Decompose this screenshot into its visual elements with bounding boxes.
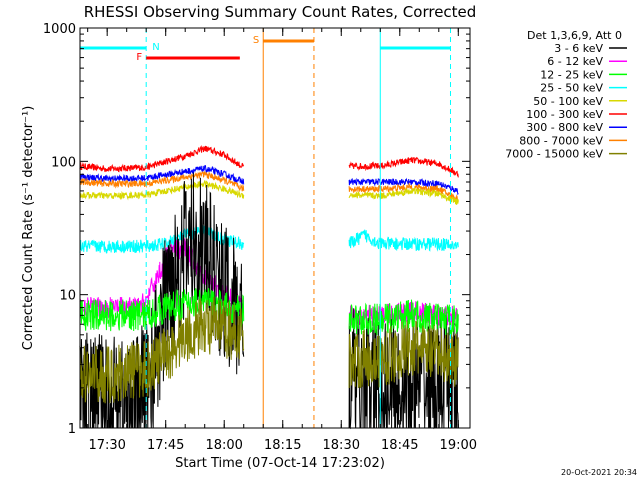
- plot-frame: [79, 27, 471, 429]
- x-tick-label: 17:45: [147, 438, 184, 453]
- series-line-7-0: [79, 288, 245, 332]
- legend-label: 25 - 50 keV: [540, 82, 603, 95]
- flag-label-3: S: [253, 35, 259, 46]
- series-line-1-0: [79, 165, 245, 185]
- legend-label: 300 - 800 keV: [526, 121, 603, 134]
- series-line-8-1: [348, 320, 459, 389]
- chart-title: RHESSI Observing Summary Count Rates, Co…: [84, 3, 477, 21]
- series-line-8-0: [79, 296, 245, 404]
- legend-label: 100 - 300 keV: [526, 108, 603, 121]
- flag-label-0: N: [152, 42, 159, 53]
- y-axis-label: Corrected Count Rate (s⁻¹ detector⁻¹): [21, 106, 36, 351]
- series-line-0-1: [348, 156, 459, 178]
- series-line-2-1: [348, 182, 459, 202]
- legend-label: 12 - 25 keV: [540, 68, 603, 81]
- flag-label-2: F: [136, 52, 142, 63]
- series-line-3-0: [79, 180, 245, 201]
- y-tick-label: 1000: [43, 22, 76, 37]
- x-tick-label: 19:00: [440, 438, 477, 453]
- legend-label: 3 - 6 keV: [554, 42, 603, 55]
- series-line-4-1: [348, 229, 459, 252]
- x-tick-label: 18:15: [264, 438, 301, 453]
- series-line-3-1: [348, 186, 459, 205]
- legend-label: 6 - 12 keV: [547, 55, 603, 68]
- x-tick-label: 18:30: [323, 438, 360, 453]
- footer-timestamp: 20-Oct-2021 20:34: [561, 468, 637, 477]
- legend-header: Det 1,3,6,9, Att 0: [527, 29, 622, 42]
- series-line-1-1: [348, 177, 459, 196]
- y-tick-label: 100: [51, 155, 76, 170]
- y-tick-label: 10: [59, 289, 76, 304]
- axes: 17:30 17:45 18:00 18:15 18:30 18:45 19:00 1 10 10…: [43, 22, 477, 453]
- series-line-6-1: [348, 308, 459, 430]
- x-tick-label: 18:45: [381, 438, 418, 453]
- x-axis-label: Start Time (07-Oct-14 17:23:02): [175, 456, 385, 471]
- legend-label: 7000 - 15000 keV: [505, 148, 603, 161]
- y-tick-label: 1: [68, 422, 76, 437]
- x-tick-label: 17:30: [88, 438, 125, 453]
- series-line-0-0: [79, 145, 245, 173]
- x-tick-label: 18:00: [205, 438, 242, 453]
- legend-label: 50 - 100 keV: [533, 95, 603, 108]
- plot-area: NF S: [79, 28, 459, 430]
- series-line-2-0: [79, 170, 245, 192]
- legend-label: 800 - 7000 keV: [519, 134, 603, 147]
